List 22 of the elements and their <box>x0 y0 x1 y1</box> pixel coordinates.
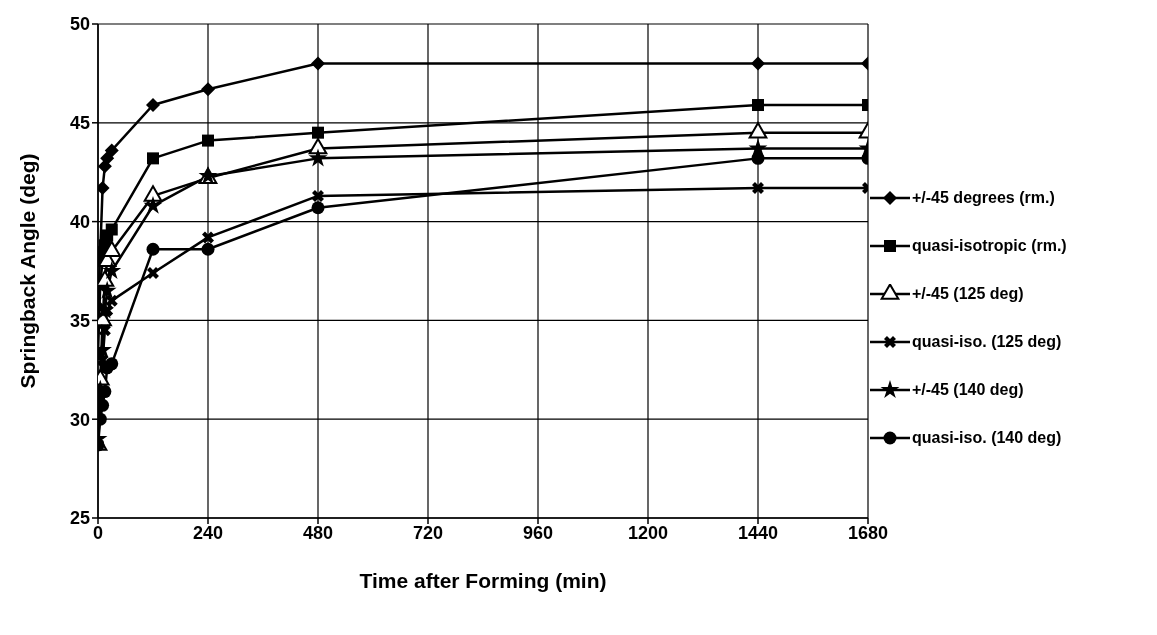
legend-label: quasi-iso. (140 deg) <box>912 429 1062 447</box>
legend-label: +/-45 (125 deg) <box>912 285 1024 303</box>
x-tick-label: 1200 <box>627 522 669 543</box>
x-tick-label: 960 <box>522 522 554 543</box>
x-tick-label: 1680 <box>847 522 889 543</box>
y-tick-label: 40 <box>69 211 90 232</box>
legend-label: quasi-iso. (125 deg) <box>912 333 1062 351</box>
y-tick-label: 45 <box>69 113 90 134</box>
legend-label: +/-45 (140 deg) <box>912 381 1024 399</box>
y-tick-label: 25 <box>69 508 90 529</box>
legend-label: quasi-isotropic (rm.) <box>912 237 1067 255</box>
y-tick-label: 30 <box>69 409 90 430</box>
y-tick-label: 35 <box>69 310 90 331</box>
x-tick-label: 1440 <box>737 522 779 543</box>
x-axis-title: Time after Forming (min) <box>359 569 607 592</box>
legend-label: +/-45 degrees (rm.) <box>912 189 1055 207</box>
y-axis-title: Springback Angle (deg) <box>16 153 40 389</box>
x-tick-label: 480 <box>302 522 334 543</box>
x-tick-label: 0 <box>92 522 104 543</box>
x-tick-label: 240 <box>192 522 224 543</box>
y-tick-label: 50 <box>69 14 90 35</box>
x-tick-label: 720 <box>412 522 444 543</box>
